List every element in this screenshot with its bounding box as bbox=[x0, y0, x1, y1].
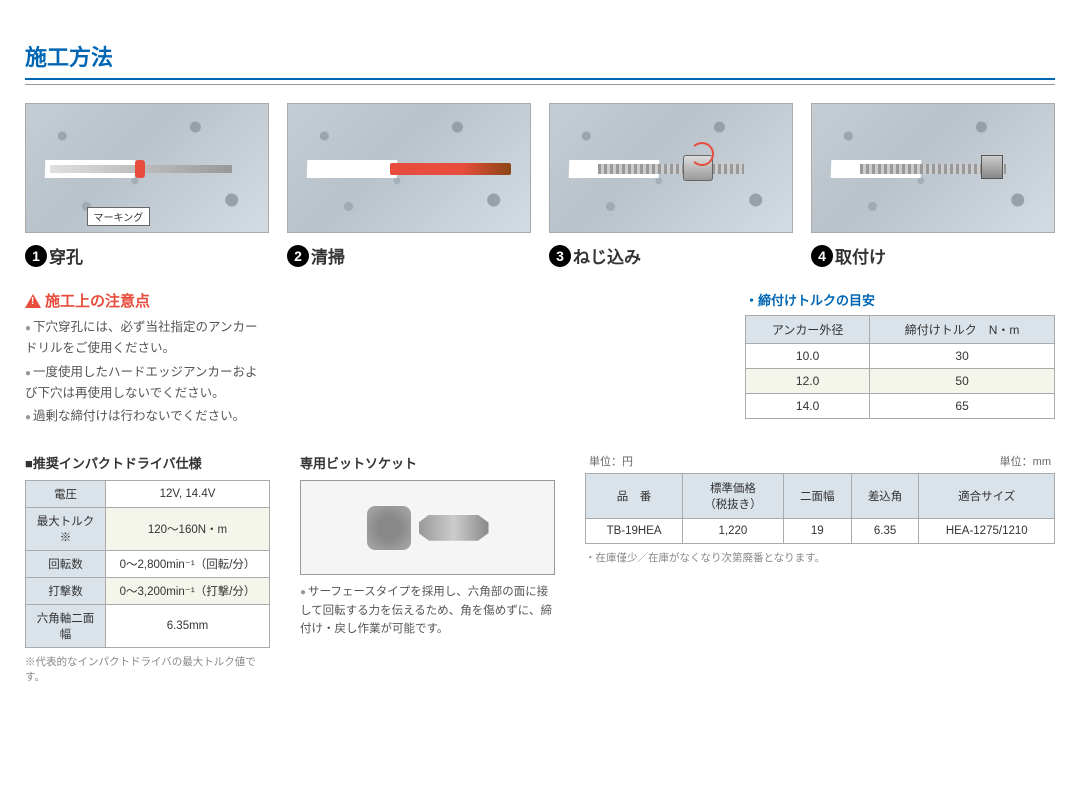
step-2-label: 2 清掃 bbox=[287, 243, 531, 268]
page-title: 施工方法 bbox=[25, 40, 1055, 80]
lower-section: ■推奨インパクトドライバ仕様 電圧12V, 14.4V 最大トルク※120～16… bbox=[25, 453, 1055, 684]
unit-right: 単位：mm bbox=[1000, 453, 1051, 469]
step-4-image bbox=[811, 103, 1055, 233]
stock-note: ・在庫僅少／在庫がなくなり次第廃番となります。 bbox=[585, 550, 1055, 565]
step-2-text: 清掃 bbox=[311, 243, 345, 268]
driver-footnote: ※代表的なインパクトドライバの最大トルク値です。 bbox=[25, 654, 270, 684]
socket-heading: 専用ビットソケット bbox=[300, 453, 555, 472]
caution-item-2: 一度使用したハードエッジアンカーおよび下穴は再使用しないでください。 bbox=[25, 362, 265, 405]
torque-r2c1: 12.0 bbox=[746, 369, 870, 394]
step-1: マーキング 1 穿孔 bbox=[25, 103, 269, 268]
torque-r1c1: 10.0 bbox=[746, 344, 870, 369]
product-table: 品 番 標準価格 （税抜き） 二面幅 差込角 適合サイズ TB-19HEA 1,… bbox=[585, 473, 1055, 544]
torque-title: ・締付けトルクの目安 bbox=[745, 290, 1055, 309]
driver-row-2: 最大トルク※120～160N・m bbox=[26, 508, 270, 551]
product-th-4: 差込角 bbox=[851, 474, 919, 519]
caution-block: 施工上の注意点 下穴穿孔には、必ず当社指定のアンカードリルをご使用ください。 一… bbox=[25, 290, 265, 429]
unit-row: 単位：円 単位：mm bbox=[585, 453, 1055, 469]
product-th-5: 適合サイズ bbox=[919, 474, 1055, 519]
step-3-label: 3 ねじ込み bbox=[549, 243, 793, 268]
step-3-image bbox=[549, 103, 793, 233]
product-price: 1,220 bbox=[683, 519, 784, 544]
torque-r1c2: 30 bbox=[870, 344, 1055, 369]
torque-r3c1: 14.0 bbox=[746, 394, 870, 419]
driver-r5k: 六角軸二面幅 bbox=[26, 605, 106, 648]
warning-icon bbox=[25, 294, 41, 308]
product-angle: 6.35 bbox=[851, 519, 919, 544]
socket-front-icon bbox=[367, 506, 411, 550]
step-2-num: 2 bbox=[287, 245, 309, 267]
unit-left: 単位：円 bbox=[589, 453, 633, 469]
driver-row-1: 電圧12V, 14.4V bbox=[26, 481, 270, 508]
driver-r5v: 6.35mm bbox=[106, 605, 270, 648]
socket-block: 専用ビットソケット サーフェースタイプを採用し、六角部の面に接して回転する力を伝… bbox=[300, 453, 555, 638]
torque-r2c2: 50 bbox=[870, 369, 1055, 394]
driver-r3k: 回転数 bbox=[26, 551, 106, 578]
step-2: 2 清掃 bbox=[287, 103, 531, 268]
caution-title: 施工上の注意点 bbox=[25, 290, 265, 311]
caution-item-1: 下穴穿孔には、必ず当社指定のアンカードリルをご使用ください。 bbox=[25, 317, 265, 360]
torque-th-2: 締付けトルク N・m bbox=[870, 316, 1055, 344]
product-block: 単位：円 単位：mm 品 番 標準価格 （税抜き） 二面幅 差込角 適合サイズ … bbox=[585, 453, 1055, 565]
driver-heading: ■推奨インパクトドライバ仕様 bbox=[25, 453, 270, 472]
product-row: TB-19HEA 1,220 19 6.35 HEA-1275/1210 bbox=[586, 519, 1055, 544]
title-underline bbox=[25, 84, 1055, 85]
product-th-2: 標準価格 （税抜き） bbox=[683, 474, 784, 519]
step-4-text: 取付け bbox=[835, 243, 886, 268]
torque-row-3: 14.0 65 bbox=[746, 394, 1055, 419]
socket-side-icon bbox=[419, 515, 489, 541]
driver-r2k: 最大トルク※ bbox=[26, 508, 106, 551]
marking-label: マーキング bbox=[87, 207, 151, 226]
driver-r4k: 打撃数 bbox=[26, 578, 106, 605]
driver-r1v: 12V, 14.4V bbox=[106, 481, 270, 508]
product-size: HEA-1275/1210 bbox=[919, 519, 1055, 544]
step-3-text: ねじ込み bbox=[573, 243, 641, 268]
socket-desc: サーフェースタイプを採用し、六角部の面に接して回転する力を伝えるため、角を傷めず… bbox=[300, 583, 555, 638]
product-code: TB-19HEA bbox=[586, 519, 683, 544]
step-4-num: 4 bbox=[811, 245, 833, 267]
driver-r1k: 電圧 bbox=[26, 481, 106, 508]
socket-image bbox=[300, 480, 555, 575]
step-4-label: 4 取付け bbox=[811, 243, 1055, 268]
driver-row-5: 六角軸二面幅6.35mm bbox=[26, 605, 270, 648]
driver-block: ■推奨インパクトドライバ仕様 電圧12V, 14.4V 最大トルク※120～16… bbox=[25, 453, 270, 684]
driver-r4v: 0～3,200min⁻¹（打撃/分） bbox=[106, 578, 270, 605]
step-4: 4 取付け bbox=[811, 103, 1055, 268]
step-2-image bbox=[287, 103, 531, 233]
caution-title-text: 施工上の注意点 bbox=[45, 290, 150, 311]
product-th-3: 二面幅 bbox=[783, 474, 851, 519]
torque-row-2: 12.0 50 bbox=[746, 369, 1055, 394]
torque-row-1: 10.0 30 bbox=[746, 344, 1055, 369]
driver-table: 電圧12V, 14.4V 最大トルク※120～160N・m 回転数0～2,800… bbox=[25, 480, 270, 648]
torque-th-1: アンカー外径 bbox=[746, 316, 870, 344]
step-1-image: マーキング bbox=[25, 103, 269, 233]
driver-row-4: 打撃数0～3,200min⁻¹（打撃/分） bbox=[26, 578, 270, 605]
steps-row: マーキング 1 穿孔 2 清掃 3 ねじ込み bbox=[25, 103, 1055, 268]
caution-item-3: 過剰な締付けは行わないでください。 bbox=[25, 406, 265, 427]
step-3-num: 3 bbox=[549, 245, 571, 267]
step-1-text: 穿孔 bbox=[49, 243, 83, 268]
product-width: 19 bbox=[783, 519, 851, 544]
torque-block: ・締付けトルクの目安 アンカー外径 締付けトルク N・m 10.0 30 12.… bbox=[745, 290, 1055, 429]
torque-table: アンカー外径 締付けトルク N・m 10.0 30 12.0 50 14.0 6… bbox=[745, 315, 1055, 419]
driver-row-3: 回転数0～2,800min⁻¹（回転/分） bbox=[26, 551, 270, 578]
mid-section: 施工上の注意点 下穴穿孔には、必ず当社指定のアンカードリルをご使用ください。 一… bbox=[25, 290, 1055, 429]
driver-r3v: 0～2,800min⁻¹（回転/分） bbox=[106, 551, 270, 578]
product-th-1: 品 番 bbox=[586, 474, 683, 519]
step-3: 3 ねじ込み bbox=[549, 103, 793, 268]
driver-r2v: 120～160N・m bbox=[106, 508, 270, 551]
step-1-num: 1 bbox=[25, 245, 47, 267]
step-1-label: 1 穿孔 bbox=[25, 243, 269, 268]
torque-r3c2: 65 bbox=[870, 394, 1055, 419]
